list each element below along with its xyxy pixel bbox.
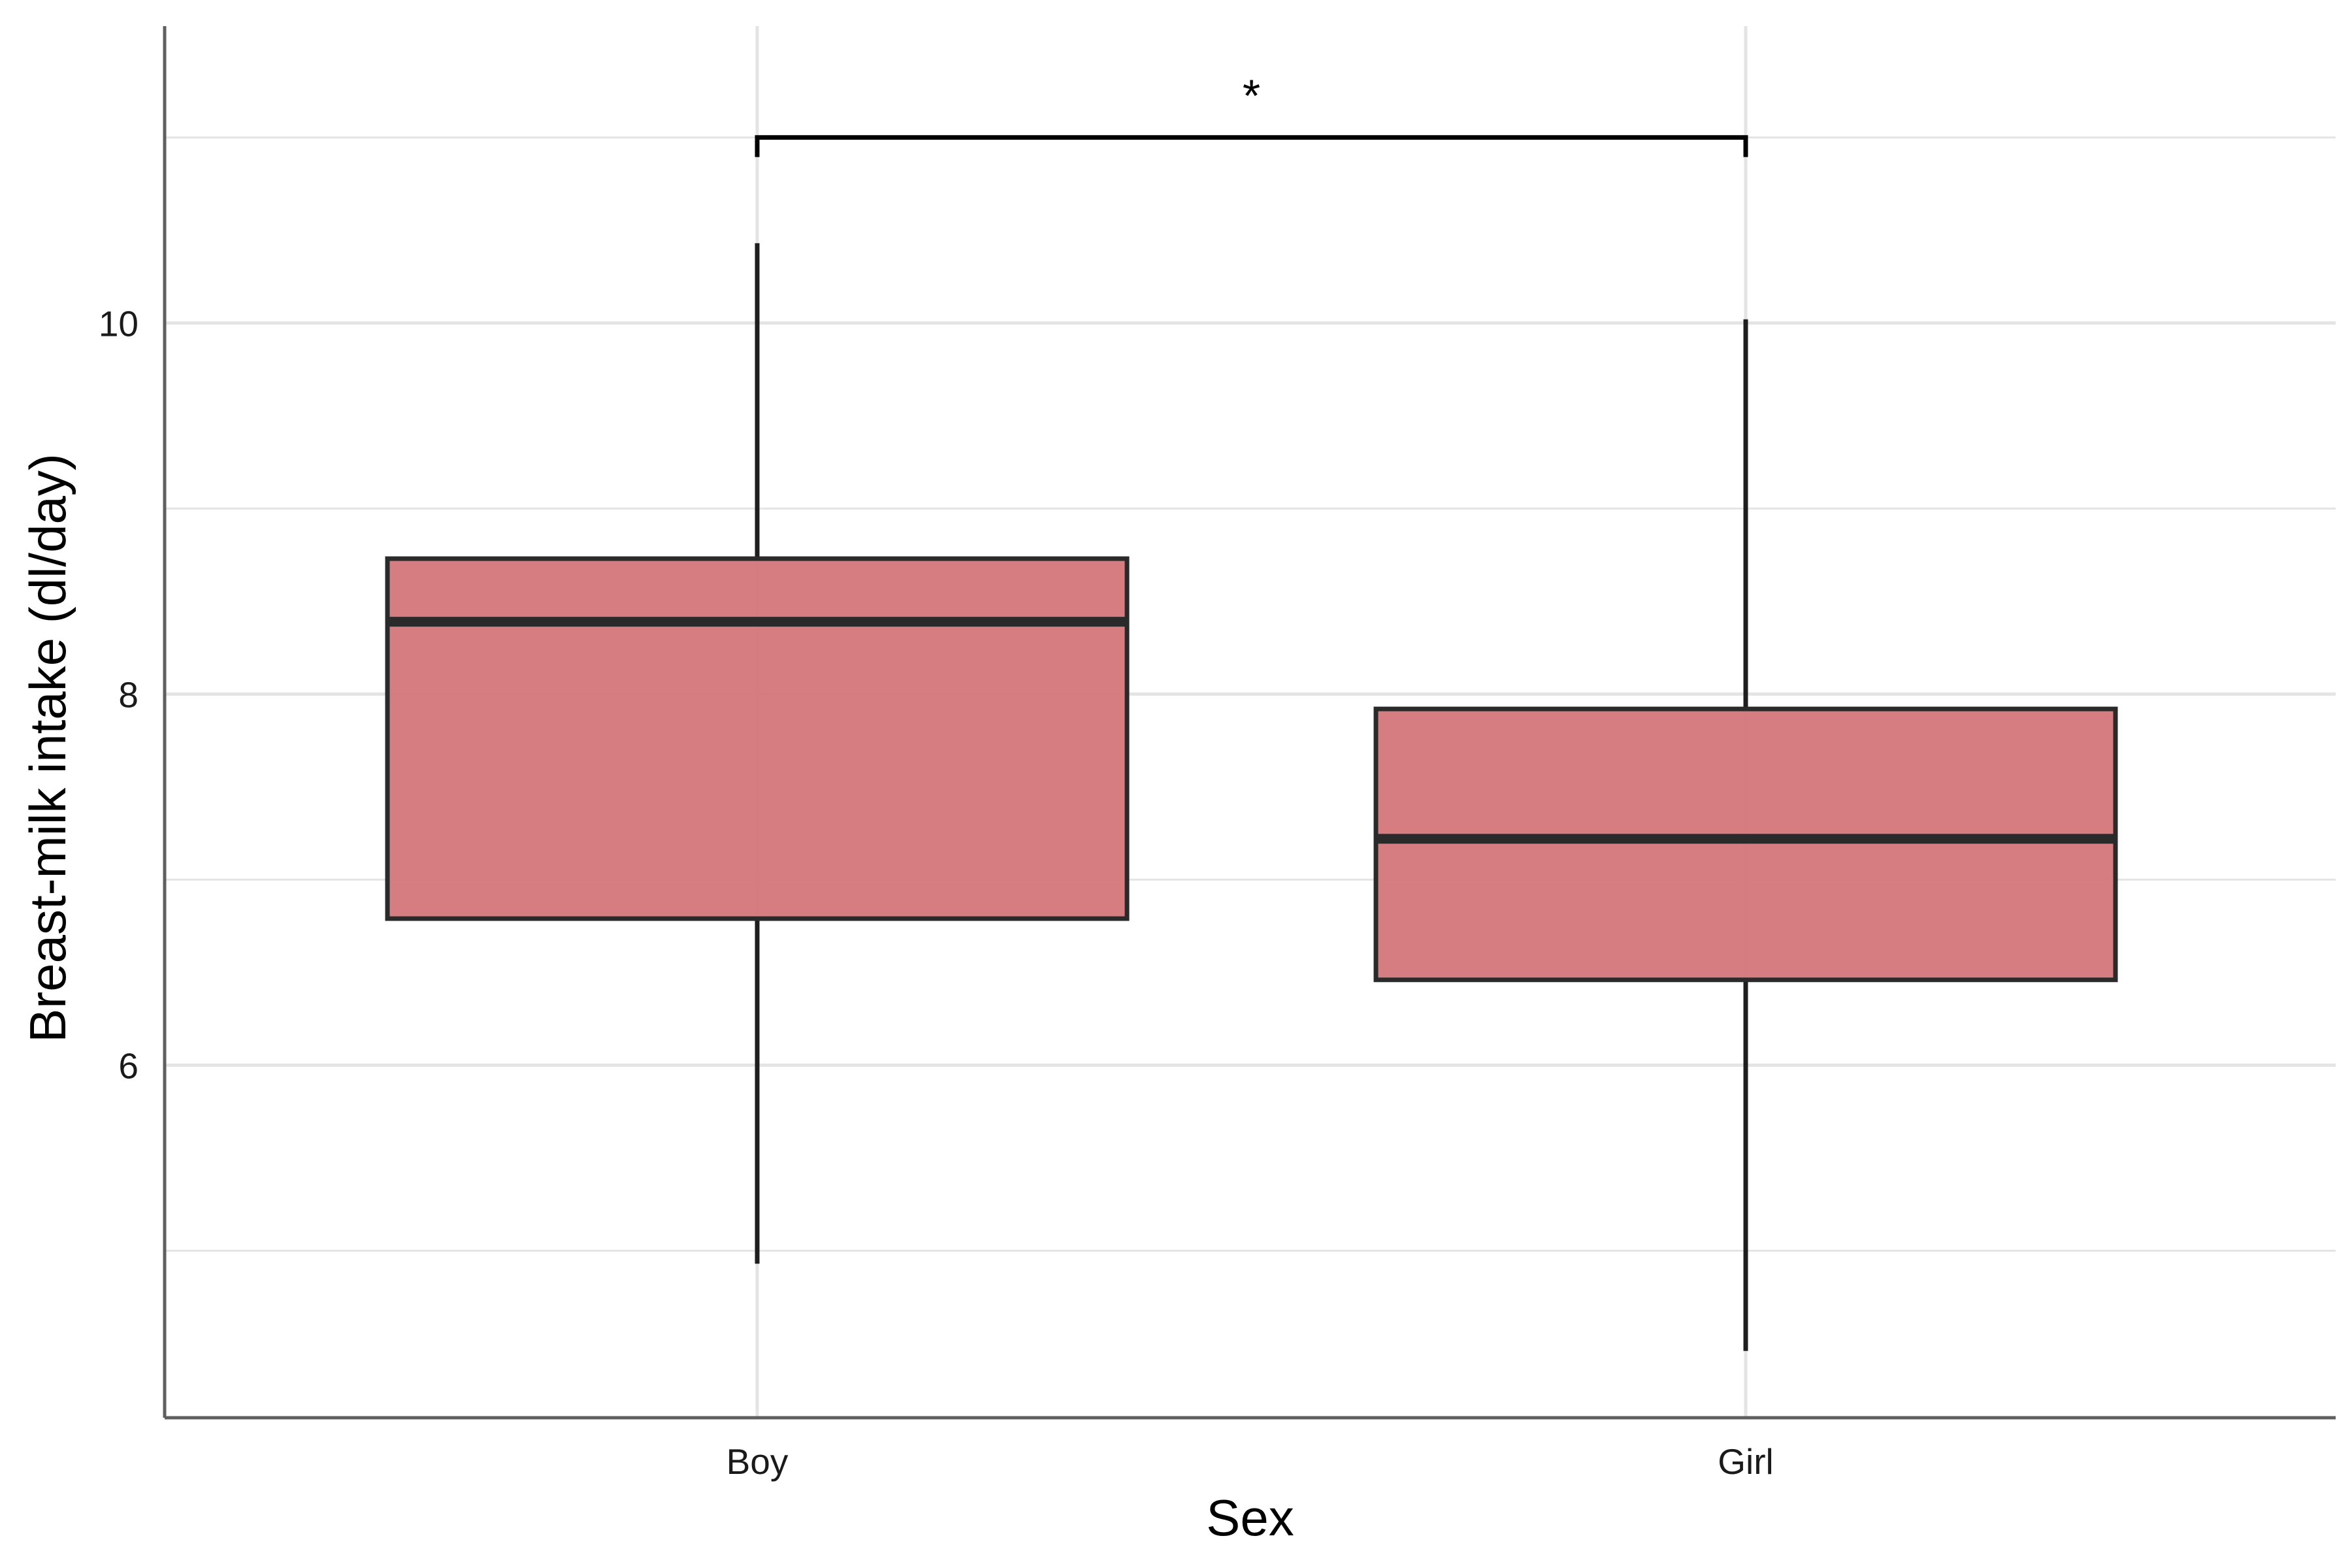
- box-body: [1373, 706, 2118, 983]
- axes: [163, 26, 2336, 1420]
- box-boy: [385, 243, 1130, 1264]
- significance-bracket: [755, 135, 1748, 157]
- x-tick-label: Girl: [1718, 1441, 1774, 1482]
- boxes: [385, 243, 2118, 1351]
- y-axis-title: Breast-milk intake (dl/day): [19, 453, 76, 1043]
- x-tick-label: Boy: [727, 1441, 789, 1482]
- box-body: [385, 556, 1130, 921]
- y-tick-label: 10: [99, 303, 139, 344]
- x-tick-labels: Boy Girl: [727, 1441, 1774, 1482]
- y-tick-label: 8: [118, 674, 139, 715]
- x-axis-title: Sex: [1206, 1489, 1294, 1546]
- significance-annotation: *: [755, 70, 1748, 157]
- y-tick-labels: 6 8 10: [99, 303, 139, 1086]
- box-girl: [1373, 319, 2118, 1351]
- significance-label: *: [1243, 70, 1260, 121]
- y-tick-label: 6: [118, 1045, 139, 1086]
